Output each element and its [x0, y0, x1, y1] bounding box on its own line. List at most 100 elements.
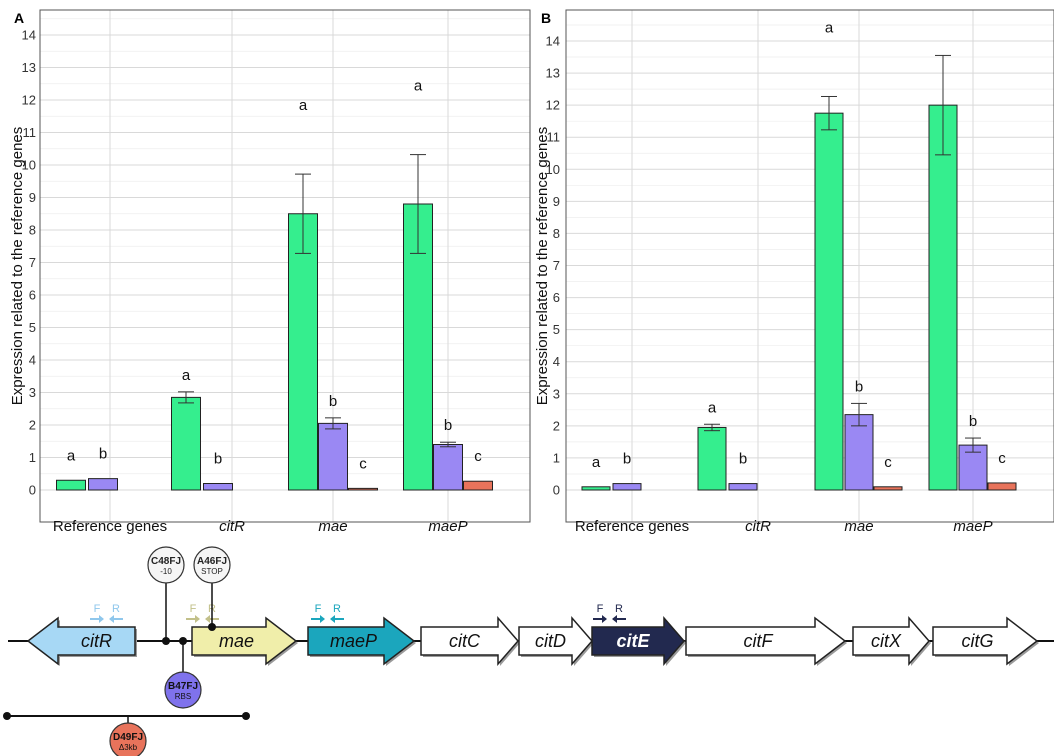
primer-forward-arrowhead [195, 615, 200, 623]
y-tick-label: 10 [22, 158, 36, 173]
bar-mae-1 [318, 422, 348, 491]
x-tick-label: maeP [953, 518, 992, 535]
gene-arrow-shape [852, 615, 930, 667]
significance-letter: a [299, 97, 308, 114]
y-tick-label: 12 [22, 93, 36, 108]
significance-letter: a [182, 367, 191, 384]
operon-diagram: citRmaemaePcitCcitDcitEcitFcitXcitGFRFRF… [3, 546, 1054, 756]
x-tick-label: mae [318, 518, 347, 535]
gene-arrow-citf: citF [685, 616, 847, 666]
mutation-name: D49FJ [113, 732, 143, 743]
mutation-detail: RBS [175, 692, 191, 701]
gene-label: maeP [330, 631, 377, 651]
significance-letter: a [67, 447, 76, 464]
gene-arrow-shape [307, 616, 416, 666]
y-tick-label: 13 [22, 60, 36, 75]
gene-label: citC [449, 631, 481, 651]
primer-forward-arrowhead [99, 615, 104, 623]
bar-citr-1 [203, 483, 233, 491]
bar-reference-genes-1 [612, 483, 642, 491]
mutation-site-dot [162, 637, 170, 645]
x-tick-label: citR [745, 518, 771, 535]
gridlines [566, 10, 1054, 522]
mutation-circle [147, 546, 185, 584]
primer-reverse-arrowhead [612, 615, 617, 623]
x-tick-label: mae [844, 518, 873, 535]
gene-label: mae [219, 631, 254, 651]
chart-panel-b: abababcabc01234567891011121314Reference … [534, 9, 1054, 535]
significance-letter: b [99, 446, 107, 463]
primer-reverse-label: R [112, 603, 120, 615]
mutation-circle [109, 722, 147, 756]
gene-arrow-citd: citD [518, 615, 594, 667]
gene-label: citD [535, 631, 566, 651]
gene-label: citX [871, 631, 902, 651]
bar-mae-1 [844, 414, 874, 491]
gene-arrow-shape [591, 615, 685, 667]
gene-arrow-citg: citG [932, 616, 1039, 666]
primer-reverse-arrowhead [330, 615, 335, 623]
chart-panels: a bababcabc01234567891011121314Reference … [9, 9, 1054, 535]
y-tick-label: 2 [553, 418, 560, 433]
plot-frame [39, 9, 531, 523]
gene-label: citR [81, 631, 112, 651]
significance-letter: a [708, 399, 717, 416]
chart-panel-a: a bababcabc01234567891011121314Reference … [9, 9, 531, 535]
y-tick-label: 7 [553, 258, 560, 273]
y-tick-label: 5 [29, 320, 36, 335]
gene-arrow-cite: citE [591, 615, 686, 667]
y-tick-label: 8 [553, 226, 560, 241]
x-tick-label: citR [219, 518, 245, 535]
significance-letter: b [444, 417, 452, 434]
x-tick-label: Reference genes [53, 518, 167, 535]
gene-arrow-shape [932, 616, 1039, 666]
y-tick-label: 10 [546, 162, 560, 177]
bar-maep-0 [928, 104, 958, 491]
primer-forward-label: F [190, 603, 197, 615]
gene-arrow-mae: mae [191, 616, 298, 666]
mutation-detail: -10 [160, 567, 172, 576]
y-tick-label: 3 [553, 386, 560, 401]
bar-mae-0 [814, 112, 844, 491]
deletion-span-end [242, 712, 250, 720]
primer-reverse-label: R [615, 603, 623, 615]
gene-arrow-maep: maeP [307, 616, 416, 666]
mutation-marker-c48fj: C48FJ-10 [147, 546, 185, 645]
mutation-circle [193, 546, 231, 584]
y-tick-label: 6 [553, 290, 560, 305]
y-tick-label: 4 [29, 353, 36, 368]
gene-arrow-shape [26, 616, 136, 666]
gene-arrow-shape [518, 615, 593, 667]
primer-reverse-arrowhead [205, 615, 210, 623]
significance-letter: b [329, 393, 337, 410]
primer-reverse-arrowhead [109, 615, 114, 623]
y-tick-label: 11 [23, 125, 37, 140]
significance-letter: b [855, 378, 863, 395]
gene-label: citF [744, 631, 774, 651]
significance-letter: c [998, 450, 1006, 467]
primer-forward-arrowhead [602, 615, 607, 623]
significance-letter: b [623, 451, 631, 468]
deletion-span-start [3, 712, 11, 720]
gene-arrow-shape [191, 616, 298, 666]
y-tick-label: 0 [553, 483, 560, 498]
primer-forward-label: F [94, 603, 101, 615]
bar-citr-0 [697, 426, 727, 491]
mutation-name: C48FJ [151, 556, 181, 567]
y-tick-label: 8 [29, 223, 36, 238]
mutation-name: A46FJ [197, 556, 227, 567]
mutation-circle [164, 671, 202, 709]
significance-letter: b [214, 451, 222, 468]
y-axis-title: Expression related to the reference gene… [534, 127, 551, 406]
y-tick-label: 1 [29, 450, 36, 465]
gridlines [40, 10, 530, 522]
significance-letter: a [825, 19, 834, 36]
bar-maep-2 [463, 480, 493, 491]
primer-forward-label: F [597, 603, 604, 615]
bar-reference-genes-1 [88, 478, 118, 491]
plot-frame [565, 9, 1054, 523]
primer-forward-arrowhead [320, 615, 325, 623]
